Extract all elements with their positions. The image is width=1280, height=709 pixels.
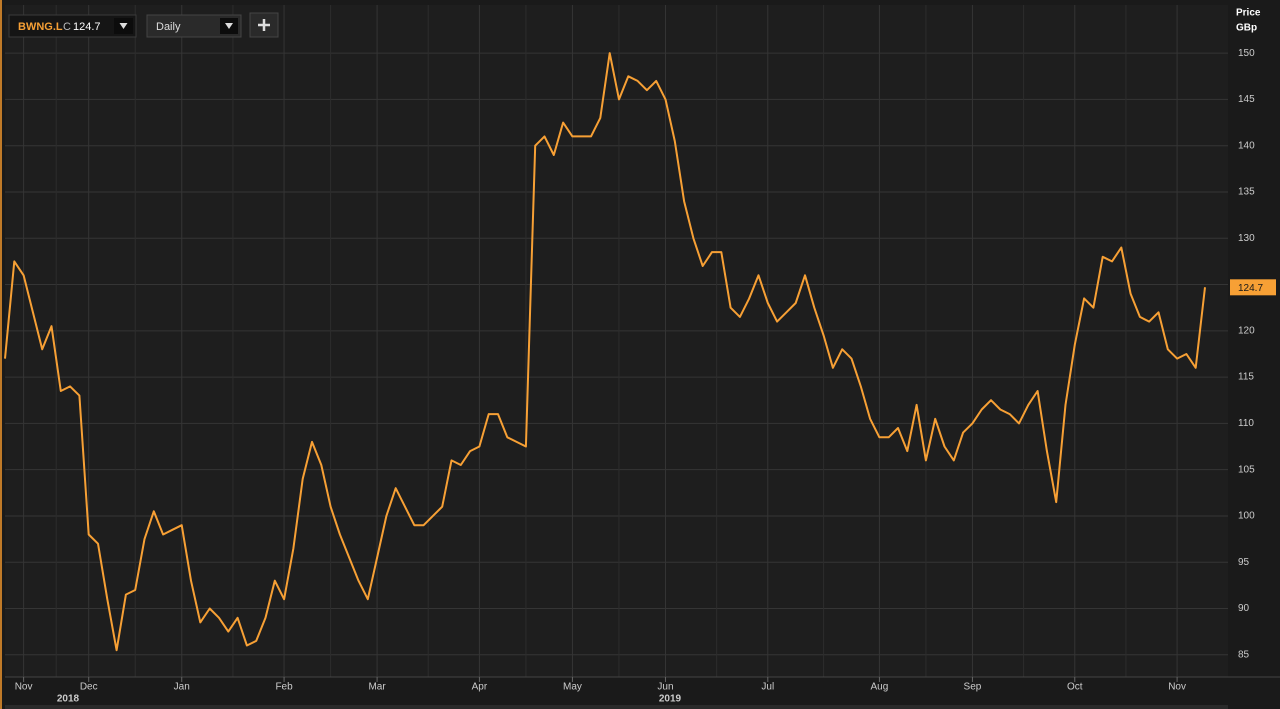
labels: 859095100105110115120125130135140145150N… bbox=[15, 48, 1276, 705]
y-tick-label: 85 bbox=[1238, 649, 1250, 660]
y-tick-label: 140 bbox=[1238, 140, 1255, 151]
frame-edge bbox=[0, 0, 2, 709]
plot-area bbox=[5, 5, 1228, 677]
y-tick-label: 145 bbox=[1238, 94, 1255, 105]
y-axis-label: Price bbox=[1236, 8, 1261, 19]
x-tick-label: Dec bbox=[80, 682, 98, 693]
y-tick-label: 150 bbox=[1238, 48, 1255, 59]
interval: Daily bbox=[156, 21, 181, 33]
y-tick-label: 135 bbox=[1238, 187, 1255, 198]
grid bbox=[5, 5, 1280, 678]
x-tick-label: Oct bbox=[1067, 682, 1083, 693]
y-tick-label: 100 bbox=[1238, 511, 1255, 522]
y-axis-unit: GBp bbox=[1236, 23, 1257, 34]
add-icon bbox=[258, 19, 270, 31]
interval-box[interactable]: Daily bbox=[146, 14, 242, 38]
x-tick-label: Jan bbox=[174, 682, 190, 693]
symbol-field[interactable] bbox=[8, 14, 137, 38]
price-line bbox=[4, 52, 1206, 652]
x-tick-label: Mar bbox=[368, 682, 386, 693]
x-tick-label: Nov bbox=[1168, 682, 1186, 693]
x-tick-label: Feb bbox=[275, 682, 293, 693]
last-price-tag bbox=[1230, 279, 1276, 296]
dropdown-arrow bbox=[119, 23, 128, 29]
y-tick-label: 130 bbox=[1238, 233, 1255, 244]
y-tick-label: 95 bbox=[1238, 557, 1250, 568]
x-tick-label: Jul bbox=[761, 682, 774, 693]
symbol-box[interactable]: BWNG.L C 124.7 bbox=[8, 14, 137, 38]
close-price: 124.7 bbox=[73, 21, 101, 33]
y-tick-label: 110 bbox=[1238, 418, 1254, 429]
marks bbox=[4, 52, 1206, 652]
y-tick-label: 120 bbox=[1238, 325, 1255, 336]
x-tick-label: Jun bbox=[657, 682, 673, 693]
add-button[interactable] bbox=[249, 12, 279, 38]
x-tick-label: Sep bbox=[964, 682, 982, 693]
x-tick-label: Aug bbox=[871, 682, 889, 693]
dropdown-arrow bbox=[225, 23, 233, 29]
interval-field[interactable] bbox=[146, 14, 242, 38]
x-tick-label: May bbox=[563, 682, 582, 693]
symbol: BWNG.L bbox=[18, 21, 63, 33]
x-tick-label: Nov bbox=[15, 682, 33, 693]
y-tick-label: 115 bbox=[1238, 372, 1254, 383]
x-tick-label: Apr bbox=[472, 682, 488, 693]
scroll-track bbox=[5, 705, 1228, 709]
year-label: 2019 bbox=[659, 694, 682, 705]
y-tick-label: 90 bbox=[1238, 603, 1250, 614]
close-prefix: C bbox=[63, 21, 71, 33]
year-label: 2018 bbox=[57, 694, 80, 705]
y-tick-label: 105 bbox=[1238, 464, 1255, 475]
last-price-label: 124.7 bbox=[1238, 283, 1263, 294]
